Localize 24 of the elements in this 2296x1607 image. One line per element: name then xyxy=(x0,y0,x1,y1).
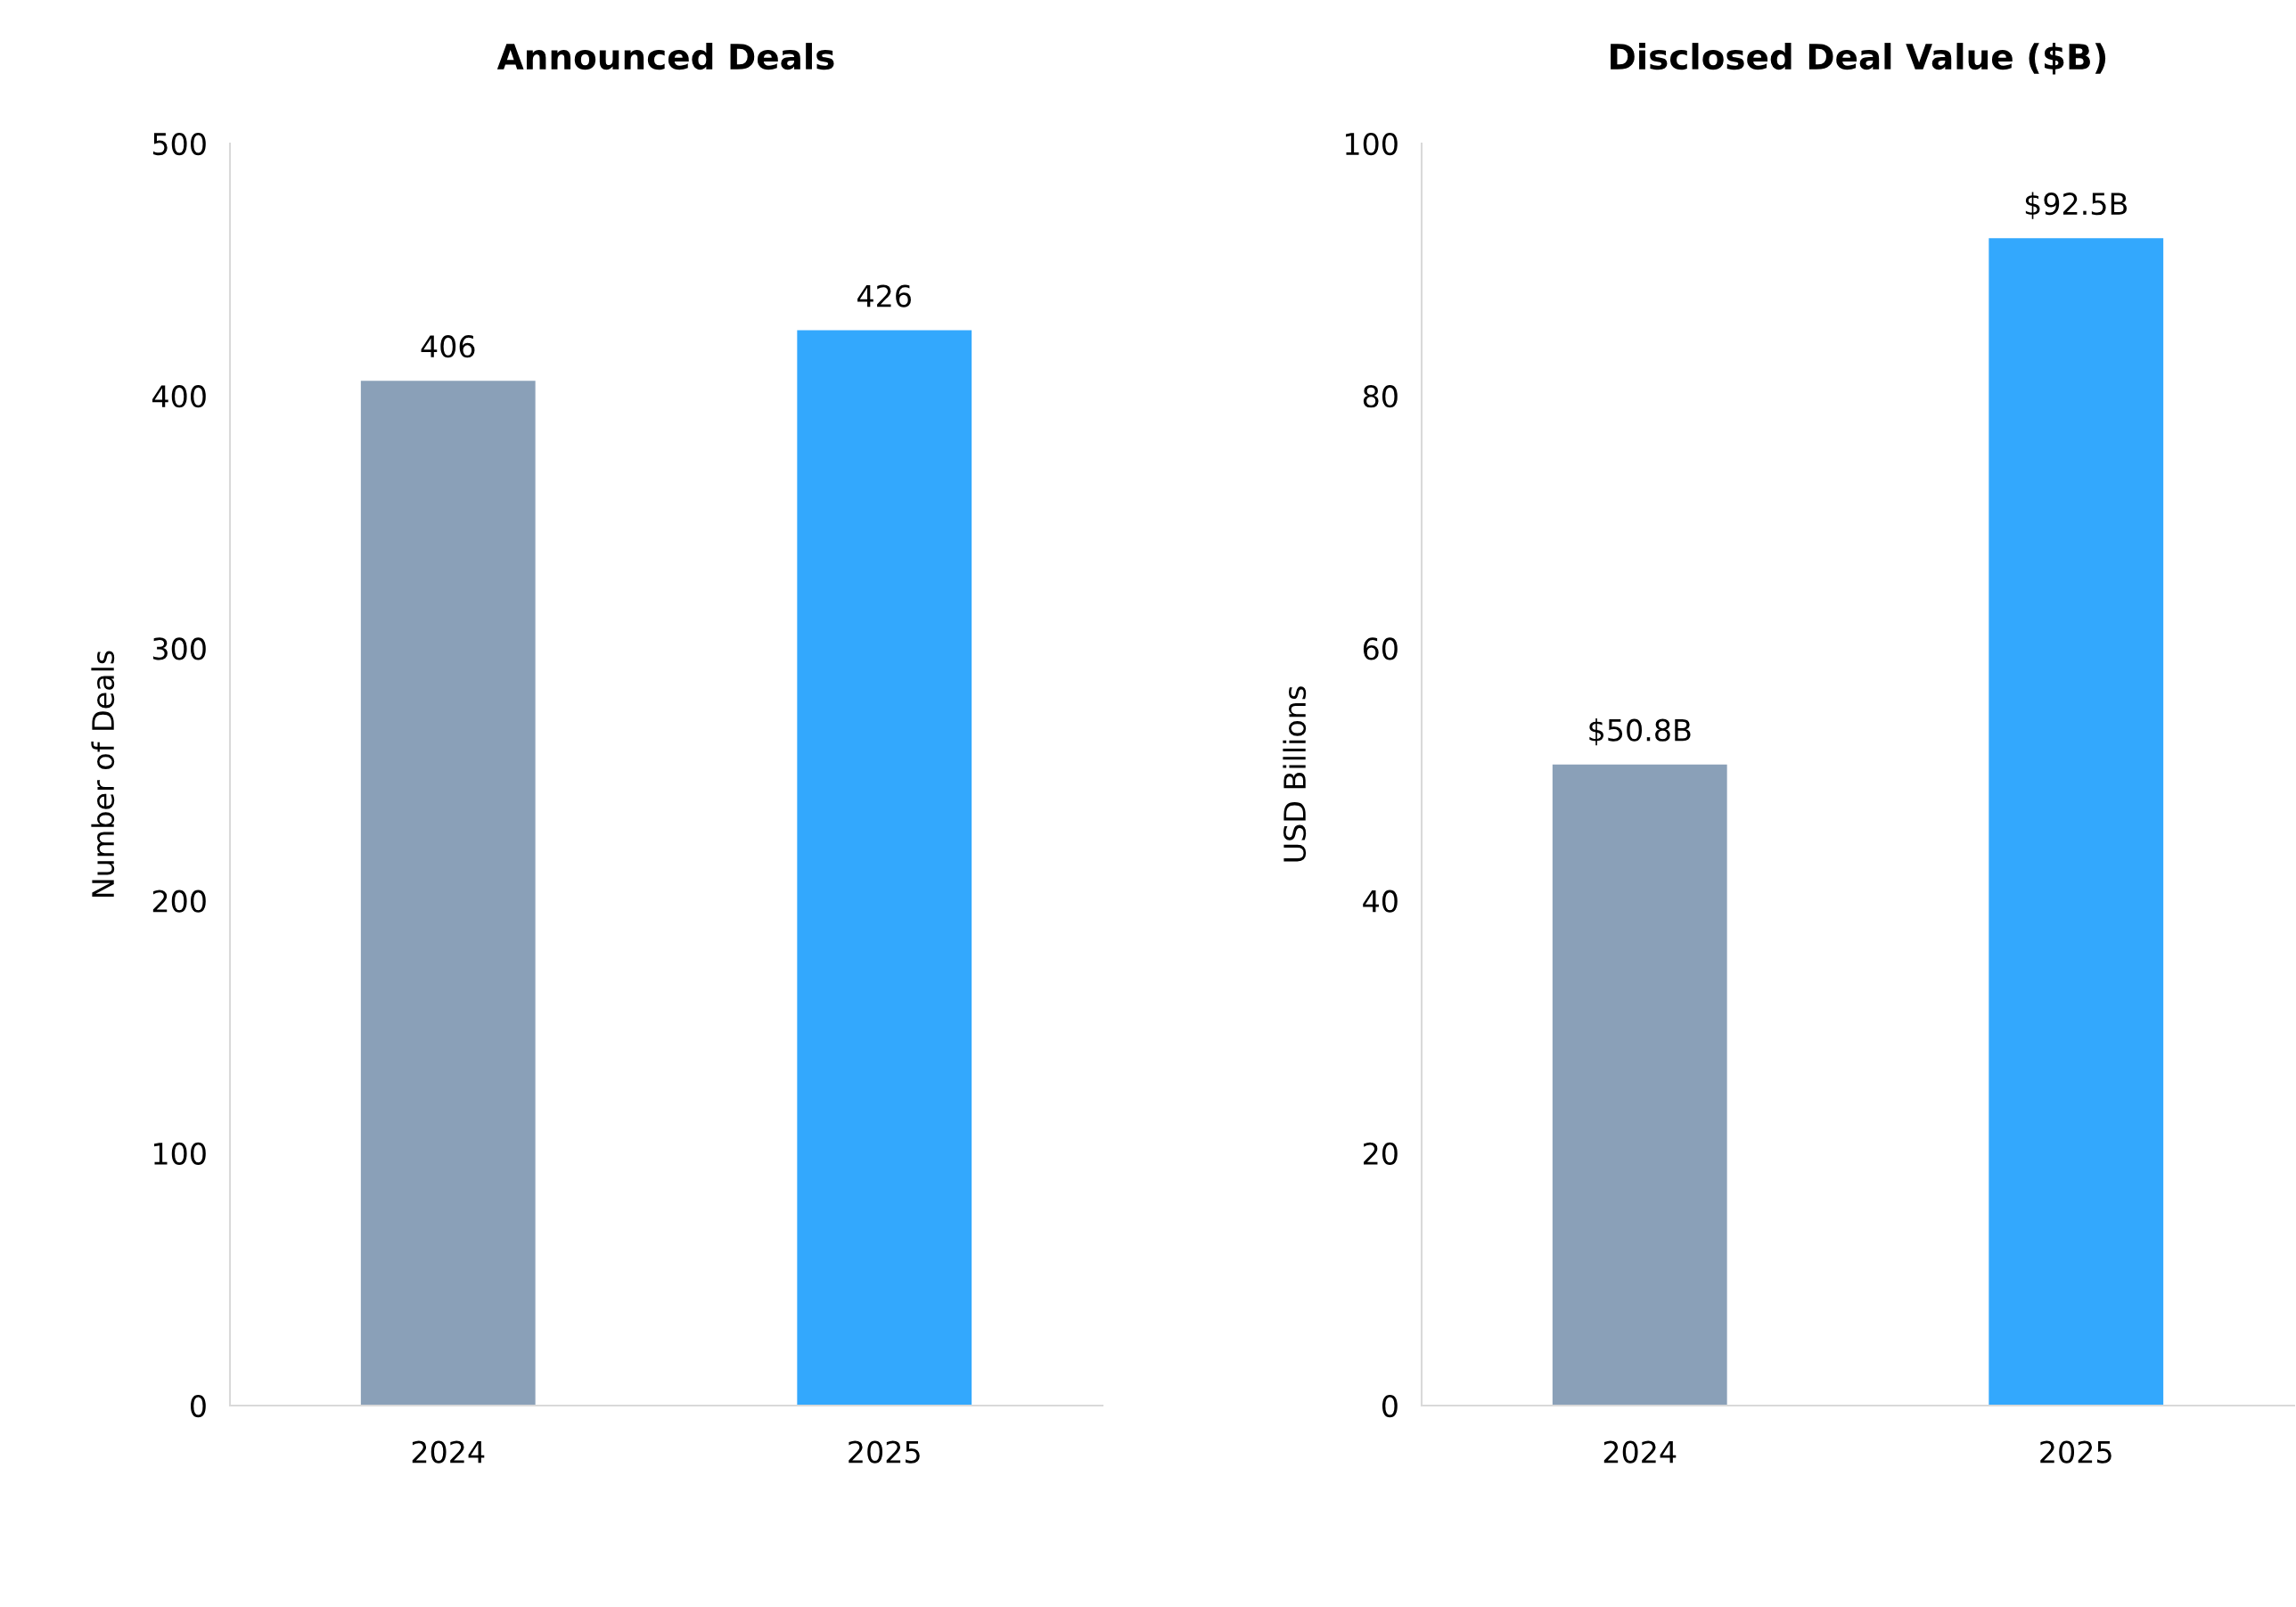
data-label: 426 xyxy=(857,284,911,307)
y-tick-label: 20 xyxy=(1364,1142,1398,1165)
y-tick-label: 300 xyxy=(152,637,206,660)
y-axis-title: USD Billions xyxy=(1283,686,1307,862)
x-tick-label: 2025 xyxy=(2040,1440,2112,1464)
y-tick-label: 80 xyxy=(1363,385,1398,408)
y-tick-label: 100 xyxy=(1346,132,1398,156)
data-label: $92.5B xyxy=(2025,192,2128,219)
y-tick-label: 500 xyxy=(152,132,206,156)
chart-title: Announced Deals xyxy=(496,43,834,70)
x-tick-label: 2024 xyxy=(1603,1440,1677,1464)
y-tick-label: 100 xyxy=(154,1142,206,1165)
chart-title: Disclosed Deal Value ($B) xyxy=(1611,43,2106,75)
x-tick-label: 2024 xyxy=(412,1440,485,1464)
y-tick-label: 0 xyxy=(190,1394,206,1418)
data-label: 406 xyxy=(421,335,475,358)
y-tick-label: 400 xyxy=(152,385,206,408)
y-tick-label: 0 xyxy=(1382,1394,1398,1418)
y-tick-label: 40 xyxy=(1363,890,1398,913)
x-tick-label: 2025 xyxy=(849,1440,920,1464)
data-label: $50.8B xyxy=(1589,717,1691,746)
y-axis-title: Number of Deals xyxy=(91,651,115,897)
y-tick-label: 60 xyxy=(1363,637,1398,660)
y-tick-label: 200 xyxy=(152,890,206,913)
